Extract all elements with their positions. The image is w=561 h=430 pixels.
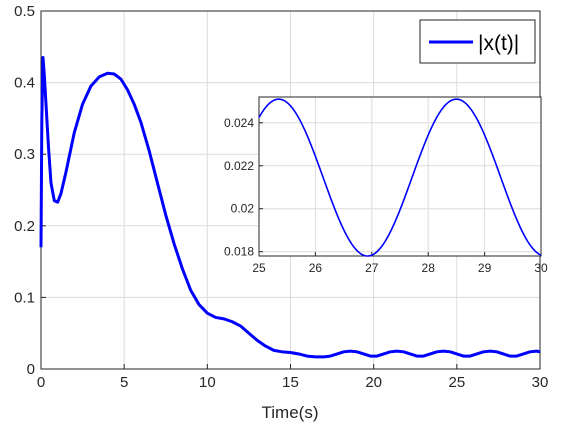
x-axis-title: Time(s) bbox=[262, 403, 319, 422]
inset-x-tick-label: 29 bbox=[478, 261, 492, 275]
main-x-tick-label: 25 bbox=[448, 374, 465, 391]
inset-y-tick-label: 0.024 bbox=[224, 116, 254, 130]
main-tick-labels: 0 5 10 15 20 25 30 0 0.1 0.2 0.3 0.4 0.5 bbox=[14, 3, 548, 391]
inset-grid bbox=[258, 97, 542, 256]
inset-x-tick-label: 28 bbox=[422, 261, 436, 275]
inset-x-tick-label: 27 bbox=[365, 261, 379, 275]
main-x-tick-label: 10 bbox=[199, 374, 216, 391]
main-y-tick-label: 0.4 bbox=[14, 75, 35, 92]
main-x-tick-label: 5 bbox=[120, 374, 128, 391]
inset-plot-frame bbox=[258, 96, 542, 257]
legend-label: |x(t)| bbox=[478, 32, 519, 55]
main-x-tick-label: 30 bbox=[532, 374, 549, 391]
inset-x-tick-label: 25 bbox=[252, 261, 266, 275]
main-x-tick-label: 15 bbox=[282, 374, 299, 391]
main-y-tick-label: 0.3 bbox=[14, 146, 35, 163]
inset-series-line bbox=[258, 98, 542, 257]
main-series-line bbox=[39, 56, 541, 359]
inset-tick-labels: 25 26 27 28 29 30 0.018 0.02 0.022 0.024 bbox=[224, 116, 548, 275]
legend: |x(t)| bbox=[419, 19, 536, 64]
inset-y-tick-label: 0.022 bbox=[224, 159, 254, 173]
inset-x-tick-label: 30 bbox=[534, 261, 548, 275]
main-y-tick-label: 0.2 bbox=[14, 218, 35, 235]
inset-y-tick-label: 0.02 bbox=[231, 202, 255, 216]
inset-y-tick-label: 0.018 bbox=[224, 245, 254, 259]
main-y-tick-label: 0 bbox=[27, 361, 35, 378]
main-x-tick-label: 20 bbox=[365, 374, 382, 391]
main-y-tick-label: 0.5 bbox=[14, 3, 35, 20]
inset-x-tick-label: 26 bbox=[309, 261, 323, 275]
main-x-tick-label: 0 bbox=[37, 374, 45, 391]
main-y-tick-label: 0.1 bbox=[14, 289, 35, 306]
inset-background bbox=[259, 97, 541, 256]
